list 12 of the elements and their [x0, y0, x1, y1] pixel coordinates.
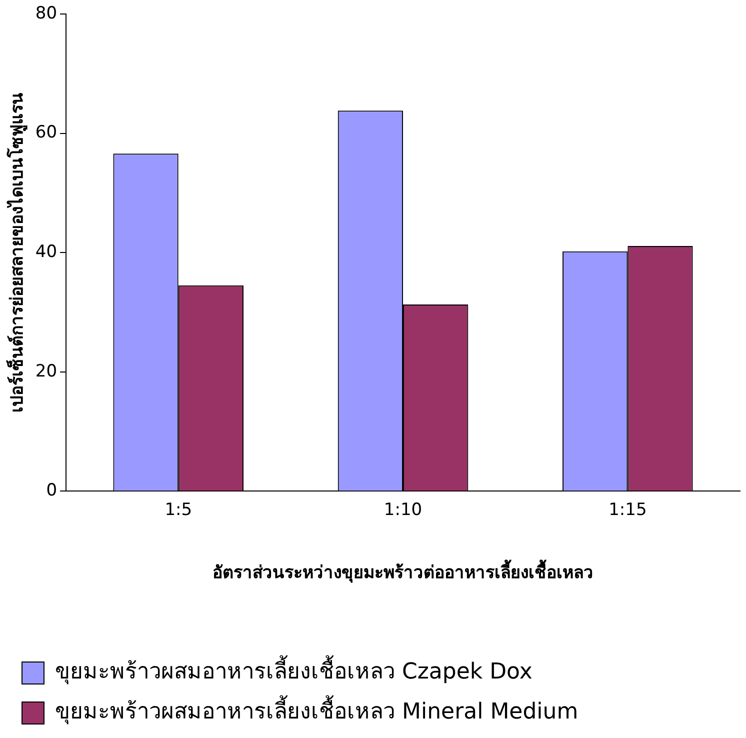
legend-label: ขุยมะพร้าวผสมอาหารเลี้ยงเชื้อเหลว Mineral Medium [55, 696, 578, 725]
x-axis-title: อัตราส่วนระหว่างขุยมะพร้าวต่ออาหารเลี้ยงเชื้อเหลว [212, 559, 594, 584]
y-tick-label: 80 [35, 3, 58, 24]
x-tick-label: 1:10 [384, 500, 422, 520]
y-axis-title: เปอร์เซ็นต์การย่อยสลายของไดเบนโซฟูแรน [4, 92, 29, 413]
x-tick-label: 1:15 [608, 500, 647, 520]
y-tick-label: 60 [35, 122, 58, 143]
x-tick-label: 1:5 [164, 500, 192, 520]
y-tick-label: 0 [46, 480, 58, 501]
y-tick-label: 20 [35, 361, 58, 382]
legend-label: ขุยมะพร้าวผสมอาหารเลี้ยงเชื้อเหลว Czapek Dox [55, 656, 532, 685]
y-tick-label: 40 [35, 242, 58, 262]
